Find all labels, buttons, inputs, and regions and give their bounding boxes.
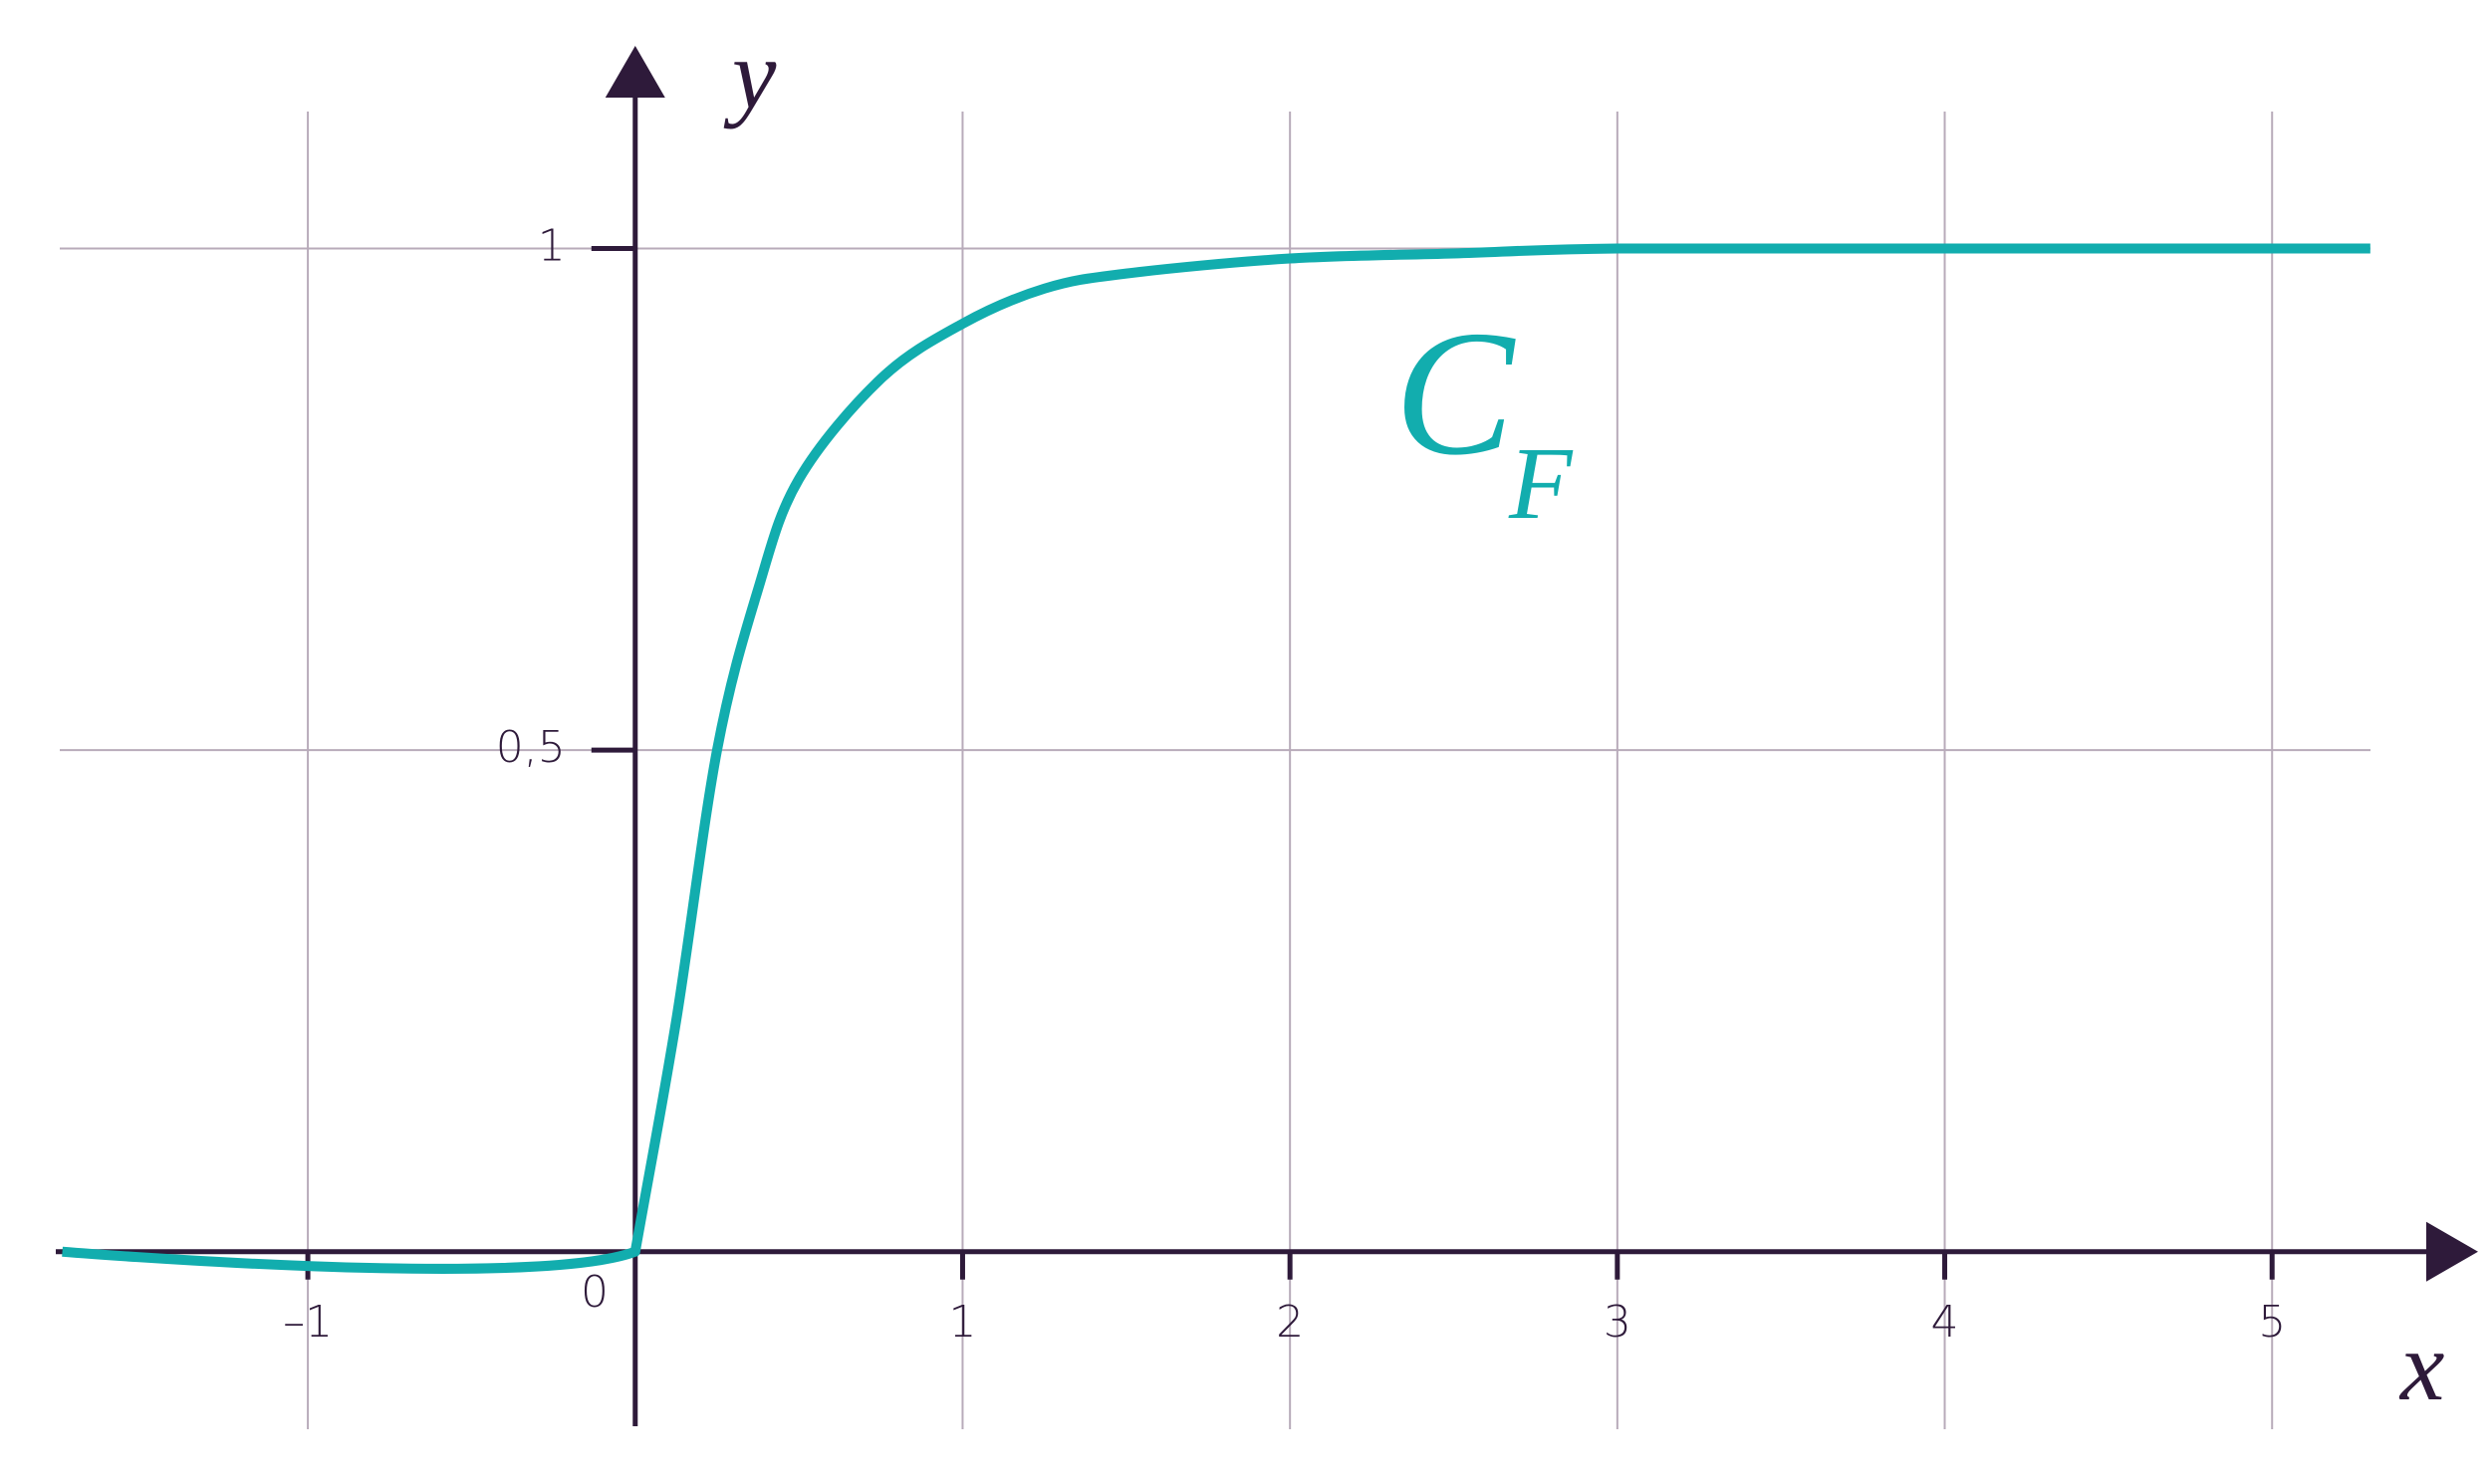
y-axis-label: y [723,19,777,129]
x-tick-label: 1 [948,1297,976,1348]
curve-label: C [1394,294,1516,492]
y-tick-label: 0,5 [496,722,566,773]
x-tick-label: 4 [1931,1297,1959,1348]
curve-label-subscript: F [1508,426,1574,541]
x-tick-label: –1 [283,1297,333,1348]
y-tick-label: 1 [538,220,566,271]
x-tick-label: 3 [1604,1297,1631,1348]
series-line [62,243,2370,1274]
x-axis-arrow [2426,1221,2478,1282]
x-tick-label: 5 [2258,1297,2286,1348]
x-tick-label: 2 [1276,1297,1304,1348]
origin-label: 0 [581,1267,609,1318]
x-axis-label: x [2398,1311,2444,1421]
y-axis-arrow [605,46,665,98]
